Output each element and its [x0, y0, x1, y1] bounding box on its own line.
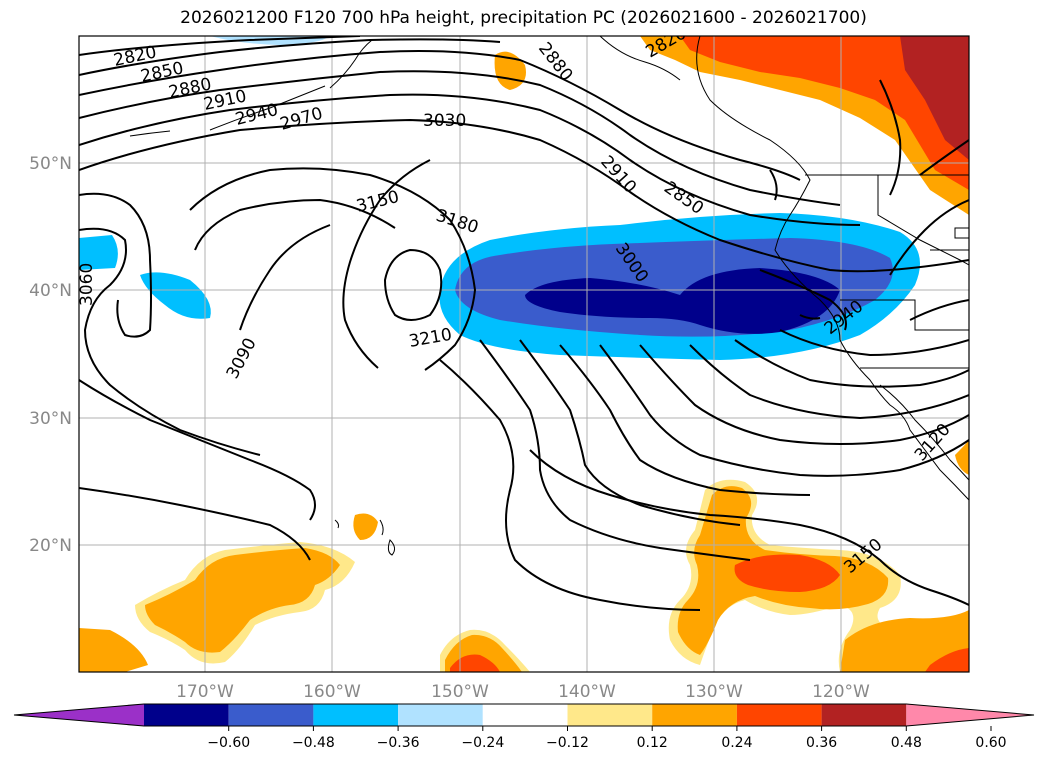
colorbar-tick-label: −0.36 [377, 735, 420, 751]
colorbar-segment [228, 704, 314, 726]
lon-label-130w: 130°W [685, 682, 743, 702]
map-title: 2026021200 F120 700 hPa height, precipit… [180, 8, 867, 28]
colorbar-outline [13, 703, 1035, 727]
lat-label-40n: 40°N [29, 281, 72, 301]
lon-label-120w: 120°W [812, 682, 870, 702]
colorbar-tick-label: 0.12 [637, 735, 668, 751]
colorbar-tick-label: −0.48 [292, 735, 335, 751]
contour-label-3030: 3030 [423, 111, 466, 131]
colorbar-tick-label: −0.24 [461, 735, 504, 751]
colorbar-segment [144, 704, 229, 726]
colorbar-segment [482, 704, 568, 726]
lon-label-170w: 170°W [176, 682, 234, 702]
colorbar-tick-label: −0.12 [546, 735, 589, 751]
colorbar-tick-label: 0.48 [891, 735, 922, 751]
colorbar-segment [736, 704, 822, 726]
precip-strong-northeast [680, 36, 969, 190]
precipitation-fill [79, 36, 969, 672]
colorbar-segment [567, 704, 653, 726]
colorbar-extend-high [906, 704, 1034, 726]
colorbar-extend-low [14, 704, 144, 726]
height-contours [79, 36, 969, 611]
longitude-labels: 170°W 160°W 150°W 140°W 130°W 120°W [176, 682, 870, 702]
colorbar-segment [821, 704, 907, 726]
lon-label-160w: 160°W [303, 682, 361, 702]
map-frame [78, 35, 970, 673]
precip-stronger-northeast [900, 36, 969, 160]
colorbar-tick-label: 0.36 [806, 735, 837, 751]
colorbar-tick-label: 0.60 [975, 735, 1006, 751]
coastlines [129, 36, 969, 556]
lat-label-20n: 20°N [29, 536, 72, 556]
colorbar-segment [313, 704, 399, 726]
lon-label-140w: 140°W [558, 682, 616, 702]
colorbar-tick-label: 0.24 [721, 735, 752, 751]
contour-label-3060: 3060 [77, 263, 97, 306]
colorbar-segment [652, 704, 737, 726]
graticule [79, 36, 969, 672]
colorbar-tick-label: −0.60 [207, 735, 250, 751]
colorbar: −0.60 −0.48 −0.36 −0.24 −0.12 0.12 0.24 0.36 0.4… [13, 703, 1035, 751]
latitude-labels: 50°N 40°N 30°N 20°N [29, 154, 72, 556]
colorbar-segment [398, 704, 483, 726]
lat-label-50n: 50°N [29, 154, 72, 174]
lon-label-150w: 150°W [431, 682, 489, 702]
lat-label-30n: 30°N [29, 409, 72, 429]
